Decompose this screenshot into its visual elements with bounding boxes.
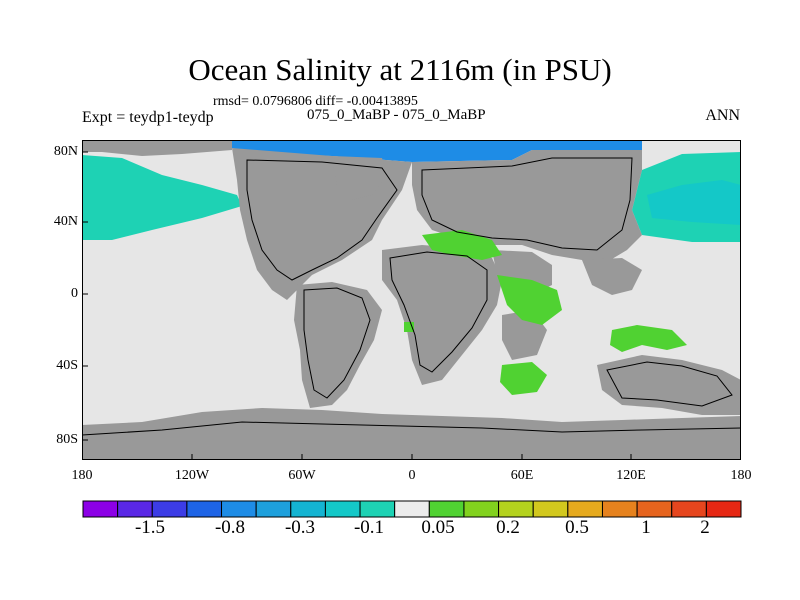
colorbar-swatch bbox=[290, 500, 326, 518]
colorbar-label: -0.3 bbox=[284, 517, 316, 538]
colorbar-swatch bbox=[359, 500, 396, 518]
colorbar-swatch bbox=[671, 500, 707, 518]
lat-label-0: 0 bbox=[71, 286, 78, 301]
colorbar-swatch bbox=[601, 500, 638, 518]
colorbar-label: 0.2 bbox=[496, 517, 520, 538]
colorbar-label: 2 bbox=[700, 517, 710, 538]
positive-anomaly-regions bbox=[404, 230, 687, 395]
colorbar-swatch bbox=[255, 500, 292, 518]
coast-australia bbox=[606, 361, 733, 407]
lon-label-180e: 180 bbox=[730, 468, 752, 483]
colorbar-label: -1.5 bbox=[134, 517, 166, 538]
land-africa bbox=[382, 245, 502, 385]
land-south-america bbox=[294, 282, 382, 408]
pacific-east-cyan bbox=[647, 180, 741, 225]
arctic-blue-band bbox=[232, 140, 642, 162]
colorbar-swatch bbox=[532, 500, 569, 518]
colorbar-label: -0.8 bbox=[214, 517, 246, 538]
figure-title: Ocean Salinity at 2116m (in PSU) bbox=[188, 52, 612, 87]
colorbar-swatch bbox=[324, 500, 361, 518]
lat-label-40n: 40N bbox=[53, 214, 78, 229]
lon-label-120w: 120W bbox=[174, 468, 210, 483]
colorbar-label: 1 bbox=[641, 517, 651, 538]
lat-label-80n: 80N bbox=[53, 144, 78, 159]
colorbar-swatch bbox=[567, 500, 603, 518]
land-alaska bbox=[82, 140, 232, 156]
pacific-west-teal bbox=[82, 155, 242, 240]
coastlines bbox=[82, 157, 741, 436]
coast-south-america bbox=[303, 287, 371, 399]
map-ticks bbox=[82, 151, 632, 460]
land-antarctica bbox=[82, 408, 741, 460]
colorbar bbox=[82, 500, 742, 518]
coast-north-america bbox=[246, 159, 398, 281]
colorbar-swatch bbox=[394, 500, 430, 518]
colorbar-swatch bbox=[636, 500, 673, 518]
lat-label-80s: 80S bbox=[56, 432, 78, 447]
colorbar-swatch bbox=[428, 500, 465, 518]
lon-label-60w: 60W bbox=[288, 468, 316, 483]
lon-label-180w: 180 bbox=[71, 468, 93, 483]
comparison-label: 075_0_MaBP - 075_0_MaBP bbox=[307, 107, 486, 123]
salinity-map bbox=[82, 140, 741, 460]
season-label: ANN bbox=[705, 107, 740, 124]
coast-eurasia bbox=[421, 157, 633, 251]
colorbar-label: -0.1 bbox=[353, 517, 385, 538]
colorbar-label: 0.5 bbox=[565, 517, 589, 538]
experiment-label: Expt = teydp1-teydp bbox=[82, 109, 214, 126]
anomaly-indian-ocean bbox=[497, 275, 562, 325]
land-australia bbox=[597, 355, 741, 415]
colorbar-swatch bbox=[498, 500, 534, 518]
colorbar-swatch bbox=[151, 500, 188, 518]
land-masses bbox=[82, 140, 741, 460]
anomaly-mediterranean bbox=[422, 230, 502, 260]
colorbar-swatch bbox=[82, 500, 119, 518]
coast-africa bbox=[389, 251, 488, 373]
land-se-asia bbox=[582, 258, 642, 295]
lat-label-40s: 40S bbox=[56, 358, 78, 373]
stats-text: rmsd= 0.0796806 diff= -0.00413895 bbox=[213, 94, 418, 109]
colorbar-swatch bbox=[186, 500, 223, 518]
lon-label-60e: 60E bbox=[510, 468, 534, 483]
colorbar-swatch bbox=[463, 500, 500, 518]
colorbar-swatch bbox=[221, 500, 257, 518]
coast-antarctica bbox=[82, 421, 741, 436]
lon-label-120e: 120E bbox=[616, 468, 646, 483]
colorbar-swatch bbox=[705, 500, 742, 518]
anomaly-south-indian bbox=[500, 362, 547, 395]
colorbar-label: 0.05 bbox=[421, 517, 455, 538]
anomaly-south-pacific bbox=[610, 325, 687, 352]
colorbar-swatch bbox=[117, 500, 153, 518]
lon-label-0: 0 bbox=[408, 468, 416, 483]
